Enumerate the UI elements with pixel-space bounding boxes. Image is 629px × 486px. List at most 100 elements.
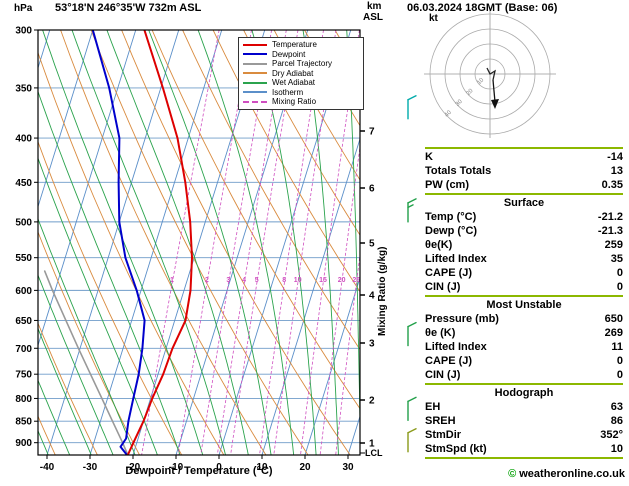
dry-adiabat-line xyxy=(212,30,360,293)
stat-row: EH 63 xyxy=(425,400,623,414)
legend-label: Parcel Trajectory xyxy=(272,59,333,69)
section-header: Most Unstable xyxy=(486,299,562,311)
hodograph-ring-label: 10 xyxy=(476,77,485,86)
legend-label: Temperature xyxy=(272,40,317,50)
stat-row: Pressure (mb) 650 xyxy=(425,312,623,326)
mixing-ratio-value-label: 25 xyxy=(352,277,360,284)
mixing-ratio-value-label: 15 xyxy=(319,277,327,284)
stat-row: StmSpd (kt) 10 xyxy=(425,442,623,456)
section-header: Surface xyxy=(503,197,545,209)
stat-row: Totals Totals 13 xyxy=(425,164,623,178)
stat-row: CIN (J) 0 xyxy=(425,368,623,382)
isotherm-line xyxy=(38,30,94,209)
stat-value: 650 xyxy=(604,313,623,325)
stat-label: SREH xyxy=(425,415,456,427)
isotherm-line xyxy=(89,30,223,455)
pressure-tick-label: 300 xyxy=(15,26,32,37)
legend-item: Dry Adiabat xyxy=(243,69,359,79)
mixing-ratio-axis-label: Mixing Ratio (g/kg) xyxy=(377,246,388,336)
legend-line-swatch xyxy=(243,81,267,84)
pressure-tick-label: 400 xyxy=(15,134,32,145)
altitude-axis-unit-asl: ASL xyxy=(363,12,383,23)
x-tick-label: 0 xyxy=(216,462,222,473)
stat-value: 10 xyxy=(610,443,623,455)
x-axis-label: Dewpoint / Temperature (°C) xyxy=(125,465,273,477)
stat-value: 269 xyxy=(604,327,623,339)
hodograph-ring xyxy=(429,13,551,135)
mixing-ratio-line xyxy=(273,30,337,455)
legend-item: Wet Adiabat xyxy=(243,78,359,88)
dewpoint-line xyxy=(91,30,146,455)
km-tick-label: 5 xyxy=(369,239,375,250)
stat-row: Dewp (°C) -21.3 xyxy=(425,224,623,238)
legend-label: Dry Adiabat xyxy=(272,68,314,78)
isotherm-line xyxy=(0,30,7,455)
hodograph-ring xyxy=(474,58,506,90)
dry-adiabat-line xyxy=(0,30,13,455)
x-tick-label: -40 xyxy=(40,462,55,473)
stat-value: 63 xyxy=(610,401,623,413)
legend-item: Dewpoint xyxy=(243,50,359,60)
mixing-ratio-line xyxy=(319,144,360,455)
stat-value: 13 xyxy=(610,165,623,177)
x-tick-label: -20 xyxy=(126,462,141,473)
dry-adiabat-line xyxy=(90,30,309,455)
lcl-label: LCL xyxy=(365,448,383,458)
storm-motion-vector xyxy=(492,79,496,103)
mixing-ratio-line xyxy=(177,30,252,455)
km-tick-label: 6 xyxy=(369,184,375,195)
legend-item: Temperature xyxy=(243,40,359,50)
hodograph-trace xyxy=(486,67,496,81)
stat-label: PW (cm) xyxy=(425,179,469,191)
stat-row: Temp (°C) -21.2 xyxy=(425,210,623,224)
section-separator xyxy=(425,295,623,297)
legend-line-swatch xyxy=(243,53,267,56)
legend-line-swatch xyxy=(243,91,267,94)
mixing-ratio-value-label: 20 xyxy=(338,277,346,284)
copyright-icon: © xyxy=(508,468,517,480)
stat-value: 35 xyxy=(610,253,623,265)
hodograph-ring-label: 30 xyxy=(455,98,464,107)
stat-label: Totals Totals xyxy=(425,165,492,177)
isotherm-line xyxy=(46,30,180,455)
x-tick-label: 30 xyxy=(342,462,354,473)
stat-row: SREH 86 xyxy=(425,414,623,428)
wet-adiabat-line xyxy=(404,30,415,455)
legend-box: Temperature Dewpoint Parcel Trajectory Dry … xyxy=(238,37,364,110)
mixing-ratio-line xyxy=(200,30,272,455)
stat-value: 0 xyxy=(616,281,623,293)
mixing-ratio-line xyxy=(335,251,360,455)
isotherm-line xyxy=(261,137,360,455)
stat-row: CAPE (J) 0 xyxy=(425,266,623,280)
wet-adiabat-line xyxy=(106,30,249,455)
mixing-ratio-value-label: 2 xyxy=(205,277,209,284)
wet-adiabat-line xyxy=(38,217,136,455)
wet-adiabat-line xyxy=(383,30,384,455)
stat-row: Lifted Index 35 xyxy=(425,252,623,266)
wet-adiabat-line xyxy=(197,30,295,455)
stat-value: 259 xyxy=(604,239,623,251)
stat-value: 352° xyxy=(600,429,623,441)
hodograph-ring xyxy=(459,43,521,105)
mixing-ratio-value-label: 10 xyxy=(294,277,302,284)
pressure-tick-label: 900 xyxy=(15,438,32,449)
wet-adiabat-line xyxy=(38,157,158,455)
mixing-ratio-line xyxy=(259,30,324,455)
pressure-tick-label: 850 xyxy=(15,417,32,428)
x-tick-label: -30 xyxy=(83,462,98,473)
pressure-tick-label: 650 xyxy=(15,316,32,327)
stats-panel: K -14 Totals Totals 13 PW (cm) 0.35 Surface Tem… xyxy=(425,146,623,460)
mixing-ratio-line xyxy=(141,30,220,455)
km-tick-label: 4 xyxy=(369,291,375,302)
stat-label: CAPE (J) xyxy=(425,355,473,367)
isotherm-line xyxy=(304,276,360,455)
pressure-tick-label: 700 xyxy=(15,344,32,355)
hodograph-ring-label: 40 xyxy=(444,109,453,118)
dry-adiabat-line xyxy=(38,51,225,455)
pressure-axis-unit: hPa xyxy=(14,3,33,14)
wind-barb xyxy=(407,95,417,120)
dry-adiabat-line xyxy=(182,30,360,351)
x-tick-label: 20 xyxy=(299,462,311,473)
pressure-tick-label: 800 xyxy=(15,394,32,405)
